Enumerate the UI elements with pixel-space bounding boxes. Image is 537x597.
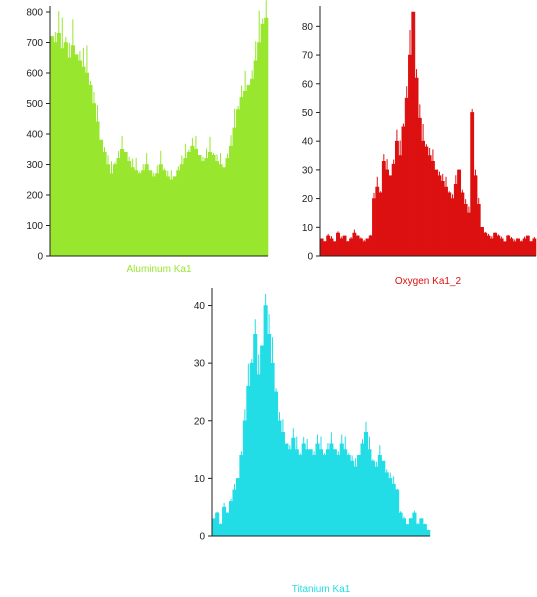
- aluminum-chart: 0 100 200 300 400 500 600 700 800 Aluminum Ka1: [26, 0, 269, 275]
- titanium-y-tick-label: 30: [194, 359, 206, 370]
- oxygen-x-label: Oxygen Ka1_2: [395, 276, 462, 287]
- oxygen-y-tick-label: 20: [302, 194, 314, 205]
- oxygen-y-tick-label: 50: [302, 108, 314, 119]
- aluminum-y-tick-label: 300: [26, 160, 43, 171]
- oxygen-y-tick-label: 10: [302, 223, 314, 234]
- aluminum-y-tick-label: 800: [26, 8, 43, 19]
- oxygen-y-tick-label: 80: [302, 22, 314, 33]
- aluminum-y-tick-label: 500: [26, 99, 43, 110]
- aluminum-y-tick-label: 700: [26, 38, 43, 49]
- aluminum-y-tick-label: 400: [26, 130, 43, 141]
- titanium-y-tick-label: 10: [194, 474, 206, 485]
- aluminum-y-tick-label: 100: [26, 221, 43, 232]
- aluminum-series-area: [49, 17, 269, 257]
- oxygen-chart: 0 10 20 30 40 50 60 70 80 Oxygen Ka1_2: [302, 6, 537, 287]
- oxygen-y-tick-label: 0: [307, 252, 313, 263]
- oxygen-series-area: [319, 11, 537, 257]
- aluminum-y-tick-label: 600: [26, 69, 43, 80]
- titanium-y-tick-label: 0: [199, 532, 205, 543]
- oxygen-y-tick-label: 60: [302, 79, 314, 90]
- titanium-series-area: [211, 305, 431, 537]
- titanium-y-tick-label: 20: [194, 416, 206, 427]
- aluminum-y-tick-label: 0: [37, 252, 43, 263]
- aluminum-x-label: Aluminum Ka1: [126, 264, 191, 275]
- titanium-y-tick-label: 40: [194, 301, 206, 312]
- oxygen-y-tick-label: 40: [302, 137, 314, 148]
- oxygen-y-tick-label: 30: [302, 165, 314, 176]
- aluminum-y-tick-label: 200: [26, 191, 43, 202]
- titanium-x-label: Titanium Ka1: [292, 584, 351, 595]
- oxygen-y-tick-label: 70: [302, 51, 314, 62]
- titanium-chart: 0 10 20 30 40 Titanium Ka1: [194, 288, 431, 595]
